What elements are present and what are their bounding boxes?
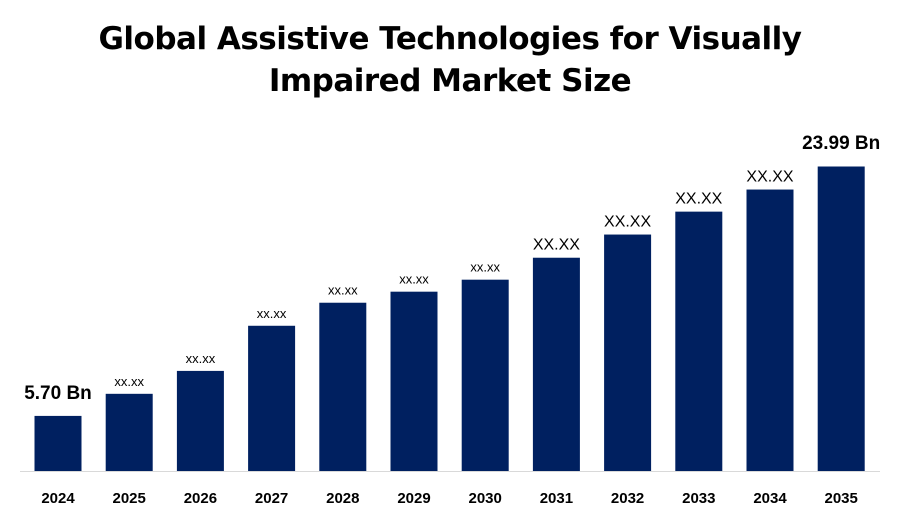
x-tick-label-2031: 2031 — [540, 490, 573, 507]
data-label-2026: xx.xx — [186, 351, 216, 366]
data-label-2024: 5.70 Bn — [24, 383, 92, 404]
data-label-2034: XX.XX — [746, 169, 793, 186]
x-tick-label-2027: 2027 — [255, 490, 288, 507]
data-label-2033: XX.XX — [675, 191, 722, 208]
bar-2024 — [34, 415, 82, 471]
x-tick-label-2029: 2029 — [397, 490, 430, 507]
bar-2034 — [746, 189, 794, 471]
x-tick-label-2026: 2026 — [184, 490, 217, 507]
x-tick-label-2033: 2033 — [682, 490, 715, 507]
x-tick-label-2030: 2030 — [469, 490, 502, 507]
data-label-2031: XX.XX — [533, 237, 580, 254]
data-label-2029: xx.xx — [399, 272, 429, 287]
bar-2030 — [461, 279, 509, 471]
x-tick-label-2025: 2025 — [113, 490, 146, 507]
data-label-2032: XX.XX — [604, 214, 651, 231]
chart-title: Global Assistive Technologies for Visual… — [0, 18, 900, 102]
bar-2035 — [817, 166, 865, 471]
x-tick-label-2035: 2035 — [825, 490, 858, 507]
bar-2027 — [248, 325, 296, 471]
bar-2031 — [532, 257, 580, 471]
x-tick-label-2028: 2028 — [326, 490, 359, 507]
bar-2033 — [675, 211, 723, 472]
bar-2025 — [105, 393, 153, 471]
bar-2032 — [604, 234, 652, 471]
bar-2029 — [390, 291, 438, 471]
data-label-2025: xx.xx — [114, 374, 144, 389]
data-label-2035: 23.99 Bn — [802, 133, 880, 154]
x-tick-label-2034: 2034 — [753, 490, 787, 507]
data-label-2027: xx.xx — [257, 306, 287, 321]
x-tick-label-2032: 2032 — [611, 490, 644, 507]
bar-2026 — [176, 370, 224, 471]
data-label-2028: xx.xx — [328, 283, 358, 298]
bar-2028 — [319, 302, 367, 471]
chart-title-line-2: Impaired Market Size — [268, 63, 632, 99]
chart-title-line-1: Global Assistive Technologies for Visual… — [98, 21, 802, 57]
x-tick-label-2024: 2024 — [41, 490, 75, 507]
data-label-2030: xx.xx — [470, 260, 500, 275]
